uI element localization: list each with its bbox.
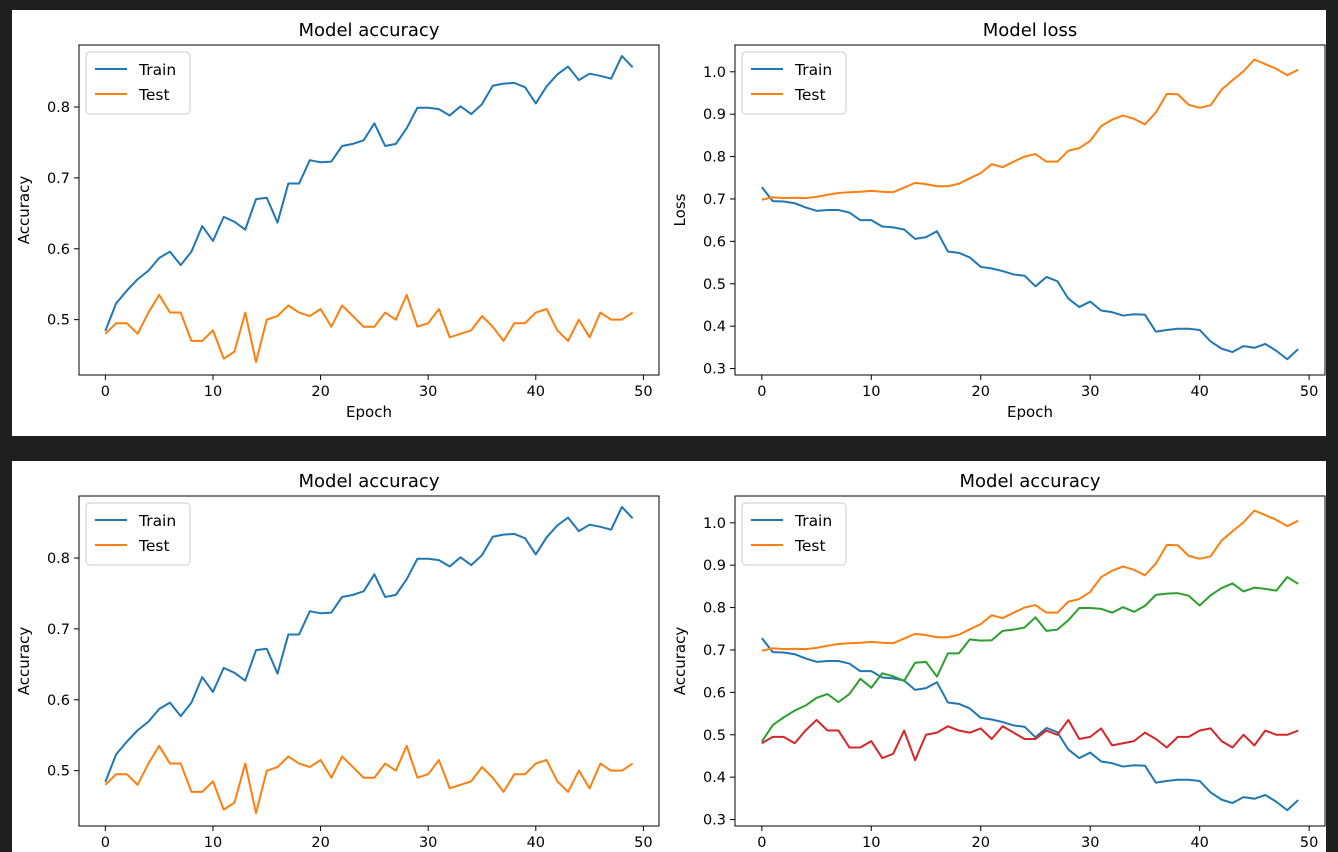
series-line-train <box>761 186 1299 361</box>
chart-3: Model accuracy 0 10 20 30 40 50 0.3 0.4 0.5 0.6 0.7… <box>671 471 1326 851</box>
x-tick-label: 20 <box>972 835 990 851</box>
y-tick-label: 0.7 <box>47 622 70 638</box>
y-tick-label: 0.9 <box>703 558 726 574</box>
chart-title: Model accuracy <box>960 471 1101 492</box>
y-tick-label: 1.0 <box>703 516 726 532</box>
y-axis-label: Loss <box>671 193 689 226</box>
y-tick-label: 0.3 <box>703 813 726 829</box>
y-tick-label: 0.5 <box>703 728 726 744</box>
x-tick-label: 10 <box>862 384 880 400</box>
x-tick-label: 40 <box>1190 835 1208 851</box>
series-line-test <box>761 509 1299 652</box>
figure-top-canvas: Model accuracy 0 10 20 30 40 50 0.5 0.6 0.7 0.8 Epo… <box>15 20 1326 421</box>
series-line-test <box>104 293 634 364</box>
y-tick-label: 1.0 <box>703 65 726 81</box>
y-tick-label: 0.6 <box>703 234 726 250</box>
x-tick-label: 30 <box>419 384 437 400</box>
series-line-series-3 <box>761 718 1299 762</box>
legend-label: Train <box>138 512 176 530</box>
series-line-series-2 <box>760 576 1299 743</box>
y-tick-label: 0.4 <box>703 319 726 335</box>
x-axis-label: Epoch <box>346 403 392 421</box>
chart-title: Model accuracy <box>299 20 440 41</box>
x-tick-label: 0 <box>101 835 110 851</box>
x-tick-label: 40 <box>527 384 545 400</box>
chart-1: Model loss 0 10 20 30 40 50 0.3 0.4 0.5 0.6 0.7 0.8 0… <box>671 20 1326 421</box>
legend-box <box>741 502 847 566</box>
series-line-test <box>104 744 634 815</box>
x-tick-label: 0 <box>757 835 766 851</box>
y-tick-label: 0.8 <box>47 100 70 116</box>
legend-box <box>741 51 847 115</box>
x-tick-label: 0 <box>757 384 766 400</box>
x-tick-label: 40 <box>1190 384 1208 400</box>
series-line-train <box>761 637 1299 812</box>
x-tick-label: 10 <box>862 835 880 851</box>
x-tick-label: 30 <box>1081 384 1099 400</box>
legend-label: Train <box>138 61 176 79</box>
x-tick-label: 20 <box>972 384 990 400</box>
axes-frame <box>734 44 1326 376</box>
x-tick-label: 50 <box>634 835 652 851</box>
y-tick-label: 0.9 <box>703 107 726 123</box>
axes-frame <box>78 44 660 376</box>
legend-label: Test <box>794 86 826 104</box>
chart-0: Model accuracy 0 10 20 30 40 50 0.5 0.6 0.7 0.8 Epo… <box>15 20 660 421</box>
legend-box <box>85 51 191 115</box>
legend-label: Test <box>138 86 170 104</box>
y-tick-label: 0.5 <box>47 313 70 329</box>
x-tick-label: 30 <box>419 835 437 851</box>
x-tick-label: 10 <box>204 384 222 400</box>
y-tick-label: 0.6 <box>703 685 726 701</box>
x-tick-label: 10 <box>204 835 222 851</box>
x-tick-label: 20 <box>311 835 329 851</box>
x-tick-label: 30 <box>1081 835 1099 851</box>
y-tick-label: 0.3 <box>703 362 726 378</box>
x-tick-label: 50 <box>1300 835 1318 851</box>
axes-frame <box>734 495 1326 827</box>
x-axis-label: Epoch <box>1007 403 1053 421</box>
legend-label: Test <box>138 537 170 555</box>
y-tick-label: 0.6 <box>47 242 70 258</box>
x-tick-label: 40 <box>527 835 545 851</box>
y-tick-label: 0.6 <box>47 693 70 709</box>
y-axis-label: Accuracy <box>15 627 33 696</box>
axes-frame <box>78 495 660 827</box>
y-tick-label: 0.5 <box>47 764 70 780</box>
chart-2: Model accuracy 0 10 20 30 40 50 0.5 0.6 0.7 0.8 Acc… <box>15 471 660 851</box>
x-tick-label: 50 <box>634 384 652 400</box>
series-line-train <box>104 505 634 783</box>
figure-top: Model accuracy 0 10 20 30 40 50 0.5 0.6 0.7 0.8 Epo… <box>12 10 1326 436</box>
series-line-test <box>761 58 1299 201</box>
y-tick-label: 0.8 <box>703 601 726 617</box>
legend-box <box>85 502 191 566</box>
figure-bottom: Model accuracy 0 10 20 30 40 50 0.5 0.6 0.7 0.8 Acc… <box>12 461 1326 852</box>
y-tick-label: 0.8 <box>47 551 70 567</box>
y-tick-label: 0.7 <box>703 643 726 659</box>
y-axis-label: Accuracy <box>671 627 689 696</box>
legend-label: Train <box>794 61 832 79</box>
y-tick-label: 0.7 <box>703 192 726 208</box>
legend-label: Train <box>794 512 832 530</box>
x-tick-label: 0 <box>101 384 110 400</box>
figure-bottom-canvas: Model accuracy 0 10 20 30 40 50 0.5 0.6 0.7 0.8 Acc… <box>15 471 1326 851</box>
chart-title: Model accuracy <box>299 471 440 492</box>
series-line-train <box>104 54 634 332</box>
y-tick-label: 0.5 <box>703 277 726 293</box>
chart-title: Model loss <box>983 20 1078 41</box>
legend-label: Test <box>794 537 826 555</box>
y-axis-label: Accuracy <box>15 176 33 245</box>
y-tick-label: 0.4 <box>703 770 726 786</box>
y-tick-label: 0.7 <box>47 171 70 187</box>
y-tick-label: 0.8 <box>703 150 726 166</box>
x-tick-label: 20 <box>311 384 329 400</box>
x-tick-label: 50 <box>1300 384 1318 400</box>
